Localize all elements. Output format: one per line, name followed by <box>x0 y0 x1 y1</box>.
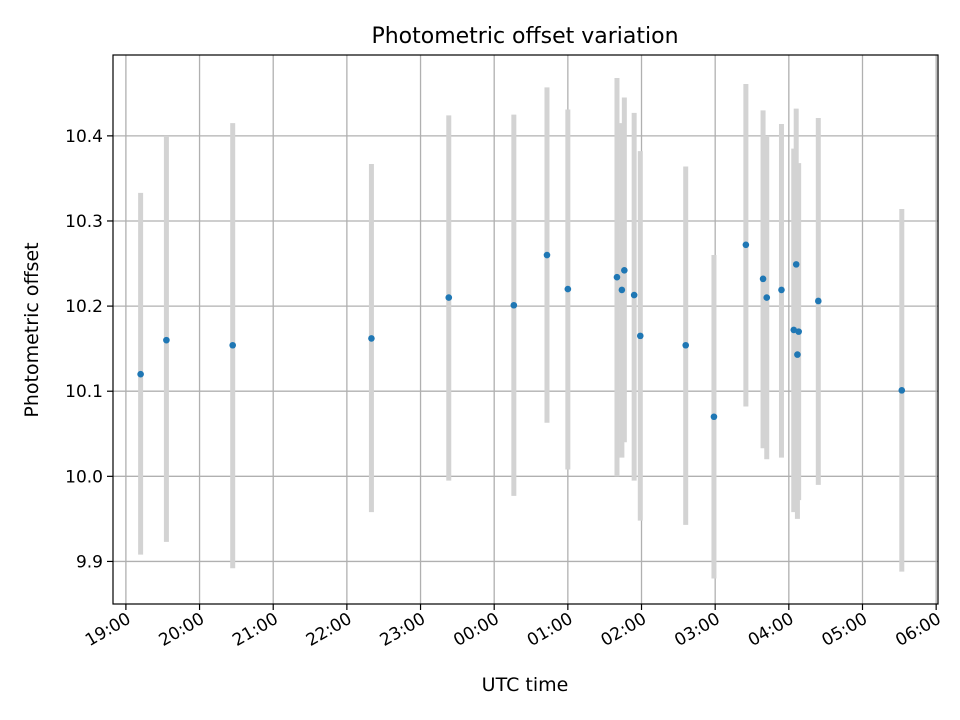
data-point <box>630 291 638 299</box>
y-tick-label: 10.0 <box>65 467 103 487</box>
data-point <box>898 387 906 394</box>
data-point <box>445 294 453 301</box>
data-point <box>543 251 551 259</box>
data-point <box>742 241 750 249</box>
plot-area <box>113 55 938 604</box>
data-point <box>710 413 718 421</box>
data-point <box>163 336 170 344</box>
y-tick-label: 10.2 <box>65 297 103 317</box>
data-point <box>621 267 628 274</box>
y-tick-label: 9.9 <box>76 552 103 572</box>
data-point <box>229 341 236 349</box>
data-point <box>759 275 767 283</box>
data-point <box>137 370 144 378</box>
data-point <box>792 261 800 268</box>
data-point <box>794 351 801 358</box>
data-points <box>137 241 906 421</box>
y-tick-label: 10.3 <box>65 212 103 232</box>
data-point <box>613 273 621 281</box>
data-point <box>368 335 375 342</box>
data-point <box>510 301 518 309</box>
data-point <box>795 328 802 335</box>
grid-lines <box>113 55 938 604</box>
data-point <box>763 294 771 301</box>
y-axis-ticks: 9.9 10.0 10.1 10.2 10.3 10.4 <box>65 127 113 572</box>
data-point <box>618 286 626 294</box>
chart-title: Photometric offset variation <box>371 24 678 49</box>
y-tick-label: 10.1 <box>65 382 103 402</box>
data-point <box>815 297 822 305</box>
x-axis-label: UTC time <box>482 674 569 696</box>
data-point <box>682 341 690 349</box>
y-axis-label: Photometric offset <box>21 242 43 417</box>
data-point <box>778 286 785 294</box>
data-point <box>564 285 572 293</box>
y-tick-label: 10.4 <box>65 127 103 147</box>
plot-frame <box>112 54 939 605</box>
data-point <box>636 332 644 340</box>
